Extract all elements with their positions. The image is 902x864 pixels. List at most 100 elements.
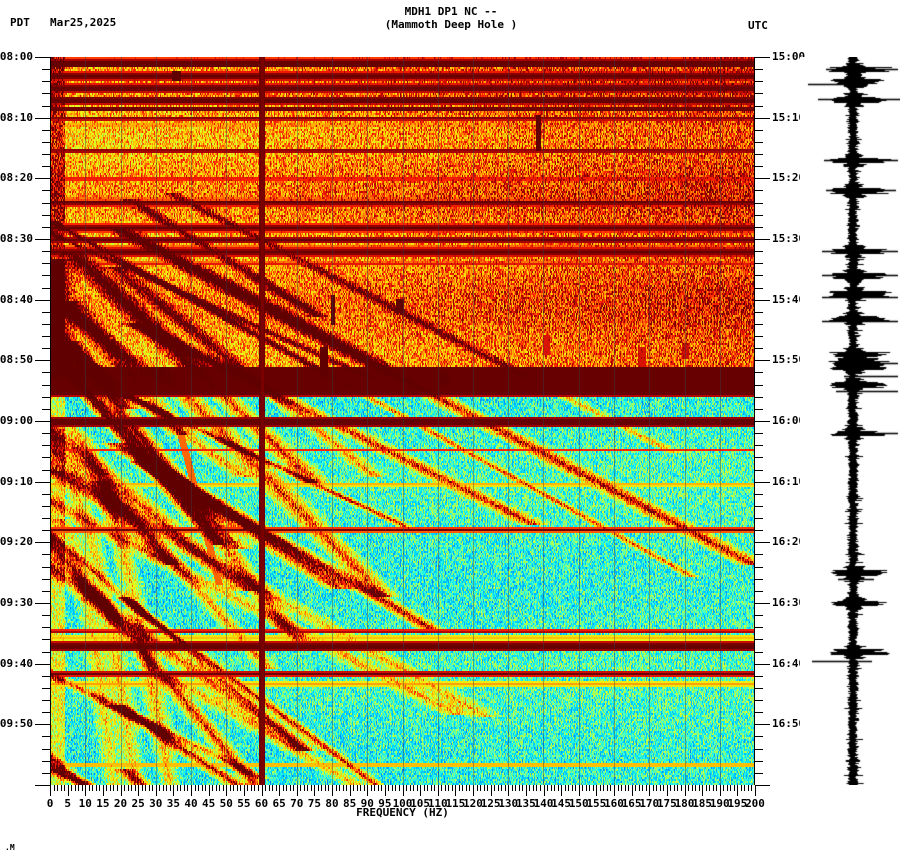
freq-tick-label: 90: [360, 797, 374, 810]
freq-tick-minor: [554, 785, 556, 791]
freq-tick-minor: [346, 785, 348, 791]
freq-tick-minor: [201, 785, 203, 791]
freq-tick-minor: [268, 785, 270, 791]
time-tick-minor: [755, 311, 763, 313]
time-tick-minor: [42, 700, 50, 702]
freq-tick-minor: [688, 785, 690, 791]
time-tick-minor: [42, 712, 50, 714]
freq-tick-minor: [705, 785, 707, 791]
freq-tick-minor: [391, 785, 393, 791]
freq-tick-major: [455, 785, 457, 796]
freq-tick-minor: [324, 785, 326, 791]
seismogram-trace-panel: [800, 57, 900, 785]
time-tick-label: 15:00: [772, 50, 806, 63]
time-tick-label: 09:00: [0, 414, 33, 427]
freq-tick-minor: [289, 785, 291, 791]
time-tick-minor: [755, 530, 763, 532]
freq-tick-minor: [592, 785, 594, 791]
freq-tick-label: 165: [621, 797, 642, 810]
time-tick-minor: [755, 687, 763, 689]
time-tick-minor: [42, 263, 50, 265]
freq-tick-minor: [162, 785, 164, 791]
freq-tick-major: [614, 785, 615, 796]
seismogram-trace-canvas: [800, 57, 900, 785]
freq-tick-major: [631, 785, 633, 796]
freq-tick-minor: [515, 785, 517, 791]
freq-tick-minor: [169, 785, 171, 791]
freq-tick-minor: [606, 785, 608, 791]
freq-tick-label: 65: [272, 797, 286, 810]
freq-tick-major: [85, 785, 87, 796]
freq-tick-minor: [240, 785, 242, 791]
freq-tick-minor: [430, 785, 432, 791]
freq-tick-major: [208, 785, 210, 796]
freq-tick-major: [473, 785, 474, 796]
freq-tick-minor: [406, 785, 408, 791]
freq-tick-label: 135: [515, 797, 536, 810]
freq-tick-minor: [222, 785, 224, 791]
freq-tick-label: 105: [410, 797, 431, 810]
time-tick-minor: [42, 408, 50, 410]
freq-tick-minor: [342, 785, 344, 791]
time-tick-major: [755, 724, 770, 726]
time-tick-minor: [755, 433, 763, 435]
time-tick-major: [35, 239, 50, 240]
time-tick-major: [35, 57, 50, 58]
time-tick-major: [755, 239, 770, 240]
freq-tick-minor: [476, 785, 478, 791]
freq-tick-minor: [427, 785, 429, 791]
time-tick-minor: [755, 408, 763, 410]
freq-tick-minor: [529, 785, 531, 791]
freq-tick-minor: [691, 785, 693, 791]
freq-tick-minor: [536, 785, 538, 791]
time-tick-minor: [755, 69, 763, 71]
freq-tick-label: 170: [639, 797, 660, 810]
freq-tick-minor: [695, 785, 697, 791]
spectrogram-plot-area[interactable]: [50, 57, 755, 785]
freq-tick-minor: [398, 785, 400, 791]
freq-tick-minor: [198, 785, 200, 791]
freq-tick-major: [243, 785, 245, 796]
freq-tick-minor: [363, 785, 365, 791]
time-tick-minor: [755, 639, 763, 641]
freq-tick-major: [367, 785, 369, 796]
freq-tick-minor: [74, 785, 76, 791]
time-tick-minor: [42, 627, 50, 629]
freq-tick-label: 160: [604, 797, 624, 810]
station-code-title: MDH1 DP1 NC --: [404, 5, 498, 18]
freq-tick-minor: [617, 785, 619, 791]
time-tick-label: 15:10: [772, 110, 806, 124]
time-tick-minor: [755, 275, 763, 277]
freq-tick-major: [173, 785, 175, 796]
freq-tick-label: 190: [709, 797, 730, 810]
freq-tick-minor: [229, 785, 231, 791]
time-tick-minor: [755, 93, 763, 95]
freq-tick-minor: [673, 785, 675, 791]
time-tick-minor: [42, 518, 50, 520]
time-tick-label: 15:30: [772, 232, 806, 245]
freq-tick-major: [102, 785, 104, 796]
freq-tick-minor: [370, 785, 372, 791]
freq-tick-minor: [698, 785, 700, 791]
time-tick-minor: [42, 275, 50, 277]
spectrogram-image[interactable]: [50, 57, 755, 785]
freq-tick-minor: [194, 785, 196, 791]
freq-tick-label: 35: [166, 797, 180, 810]
freq-tick-minor: [444, 785, 446, 791]
time-tick-label: 16:20: [772, 535, 806, 549]
freq-tick-major: [666, 785, 668, 796]
time-tick-minor: [755, 445, 763, 447]
freq-tick-minor: [642, 785, 644, 791]
time-tick-minor: [755, 736, 763, 738]
freq-tick-major: [296, 785, 298, 796]
time-tick-minor: [42, 748, 50, 750]
freq-tick-label: 10: [78, 797, 92, 810]
time-tick-minor: [42, 736, 50, 738]
freq-tick-minor: [603, 785, 605, 791]
freq-tick-label: 120: [463, 797, 483, 810]
freq-tick-minor: [335, 785, 337, 791]
freq-tick-minor: [64, 785, 66, 791]
freq-tick-label: 110: [427, 797, 448, 810]
spectrogram-canvas[interactable]: [50, 57, 755, 785]
